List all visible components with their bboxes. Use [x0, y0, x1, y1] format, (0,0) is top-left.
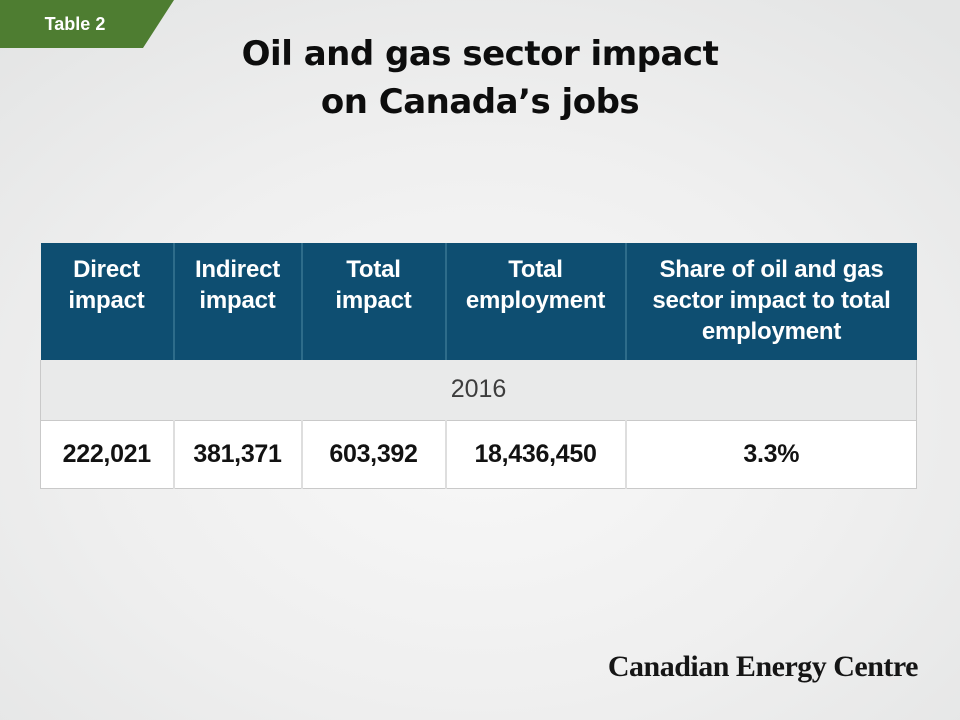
value-cell-direct-impact: 222,021 — [40, 419, 175, 489]
data-row: 222,021 381,371 603,392 18,436,450 3.3% — [40, 419, 917, 489]
table-number-badge: Table 2 — [0, 0, 174, 48]
year-cell: 2016 — [40, 360, 917, 421]
year-row: 2016 — [40, 360, 917, 421]
impact-table: Direct impact Indirect impact Total impa… — [40, 243, 917, 489]
page-title: Oil and gas sector impact on Canada’s jo… — [0, 30, 960, 126]
header-cell-total-employment: Total employment — [445, 243, 627, 360]
value-cell-indirect-impact: 381,371 — [173, 419, 303, 489]
title-line-1: Oil and gas sector impact — [241, 34, 719, 74]
table-number-label: Table 2 — [44, 14, 106, 34]
header-cell-direct-impact: Direct impact — [40, 243, 175, 360]
header-row: Direct impact Indirect impact Total impa… — [40, 243, 917, 360]
header-cell-share-of-impact: Share of oil and gas sector impact to to… — [625, 243, 917, 360]
value-cell-total-employment: 18,436,450 — [445, 419, 627, 489]
brand-logo: Canadian Energy Centre — [607, 650, 919, 683]
header-cell-total-impact: Total impact — [301, 243, 447, 360]
value-cell-total-impact: 603,392 — [301, 419, 447, 489]
title-line-2: on Canada’s jobs — [320, 82, 640, 122]
header-cell-indirect-impact: Indirect impact — [173, 243, 303, 360]
value-cell-share-of-impact: 3.3% — [625, 419, 917, 489]
